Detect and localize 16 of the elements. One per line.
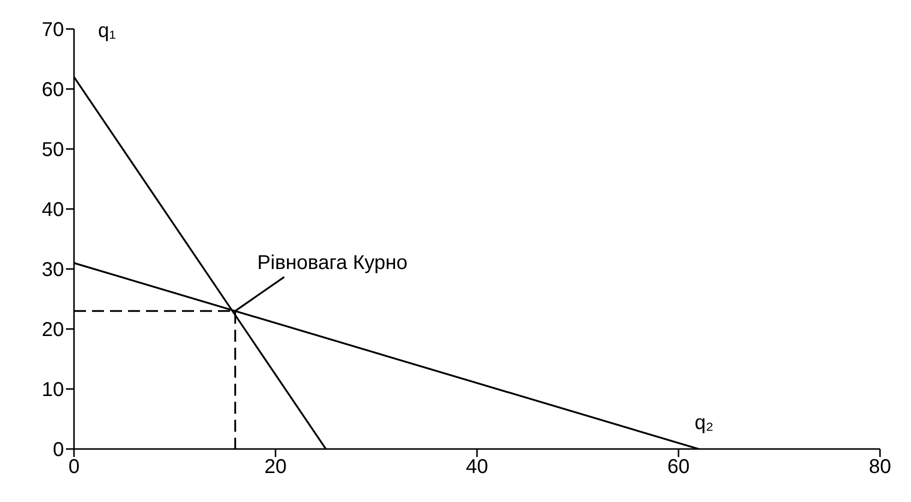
y-tick-label: 20	[42, 319, 64, 342]
annotation: Рівновага Курно	[257, 252, 408, 274]
y-tick-label: 40	[42, 199, 64, 222]
y-tick-label: 50	[42, 139, 64, 162]
y-tick-label: 10	[42, 379, 64, 402]
x-tick-label: 40	[466, 456, 488, 478]
x-tick-label: 20	[264, 456, 287, 478]
y-tick-label: 60	[42, 79, 64, 102]
series-label: q₂	[694, 412, 714, 434]
x-tick-label: 80	[868, 456, 892, 478]
text: q₁	[98, 20, 116, 42]
y-tick-label: 30	[42, 259, 64, 282]
y-tick-label: 70	[42, 19, 64, 42]
x-tick-label: 60	[667, 456, 690, 478]
y-tick-label: 0	[52, 439, 64, 462]
x-tick-label: 0	[68, 456, 80, 478]
